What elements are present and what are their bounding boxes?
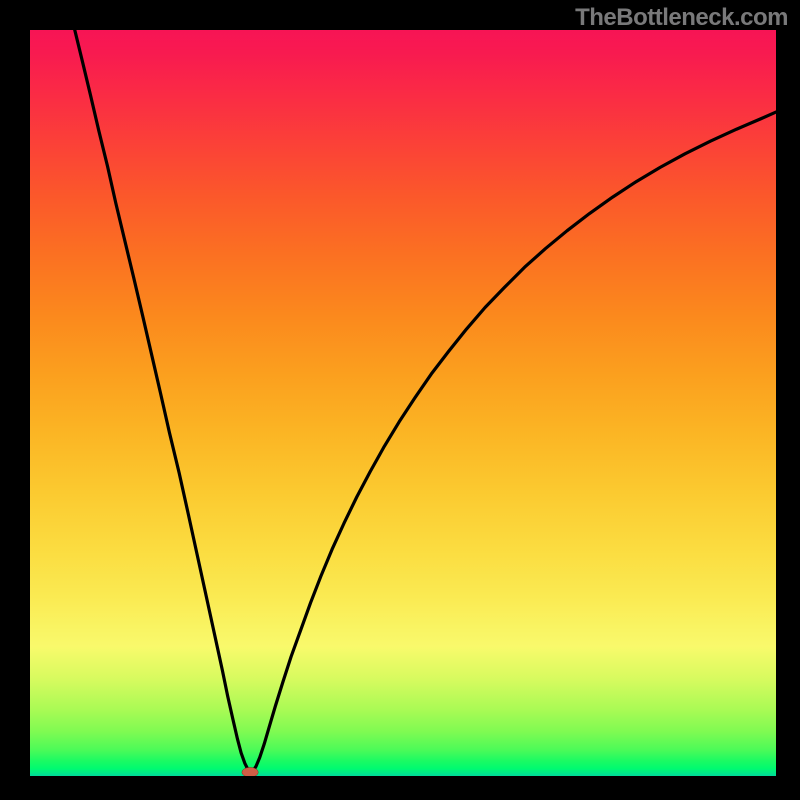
minimum-marker: [242, 767, 258, 776]
plot-area: [30, 30, 776, 776]
chart-svg: [30, 30, 776, 776]
gradient-background: [30, 30, 776, 776]
chart-container: TheBottleneck.com: [0, 0, 800, 800]
watermark-text: TheBottleneck.com: [575, 4, 788, 32]
